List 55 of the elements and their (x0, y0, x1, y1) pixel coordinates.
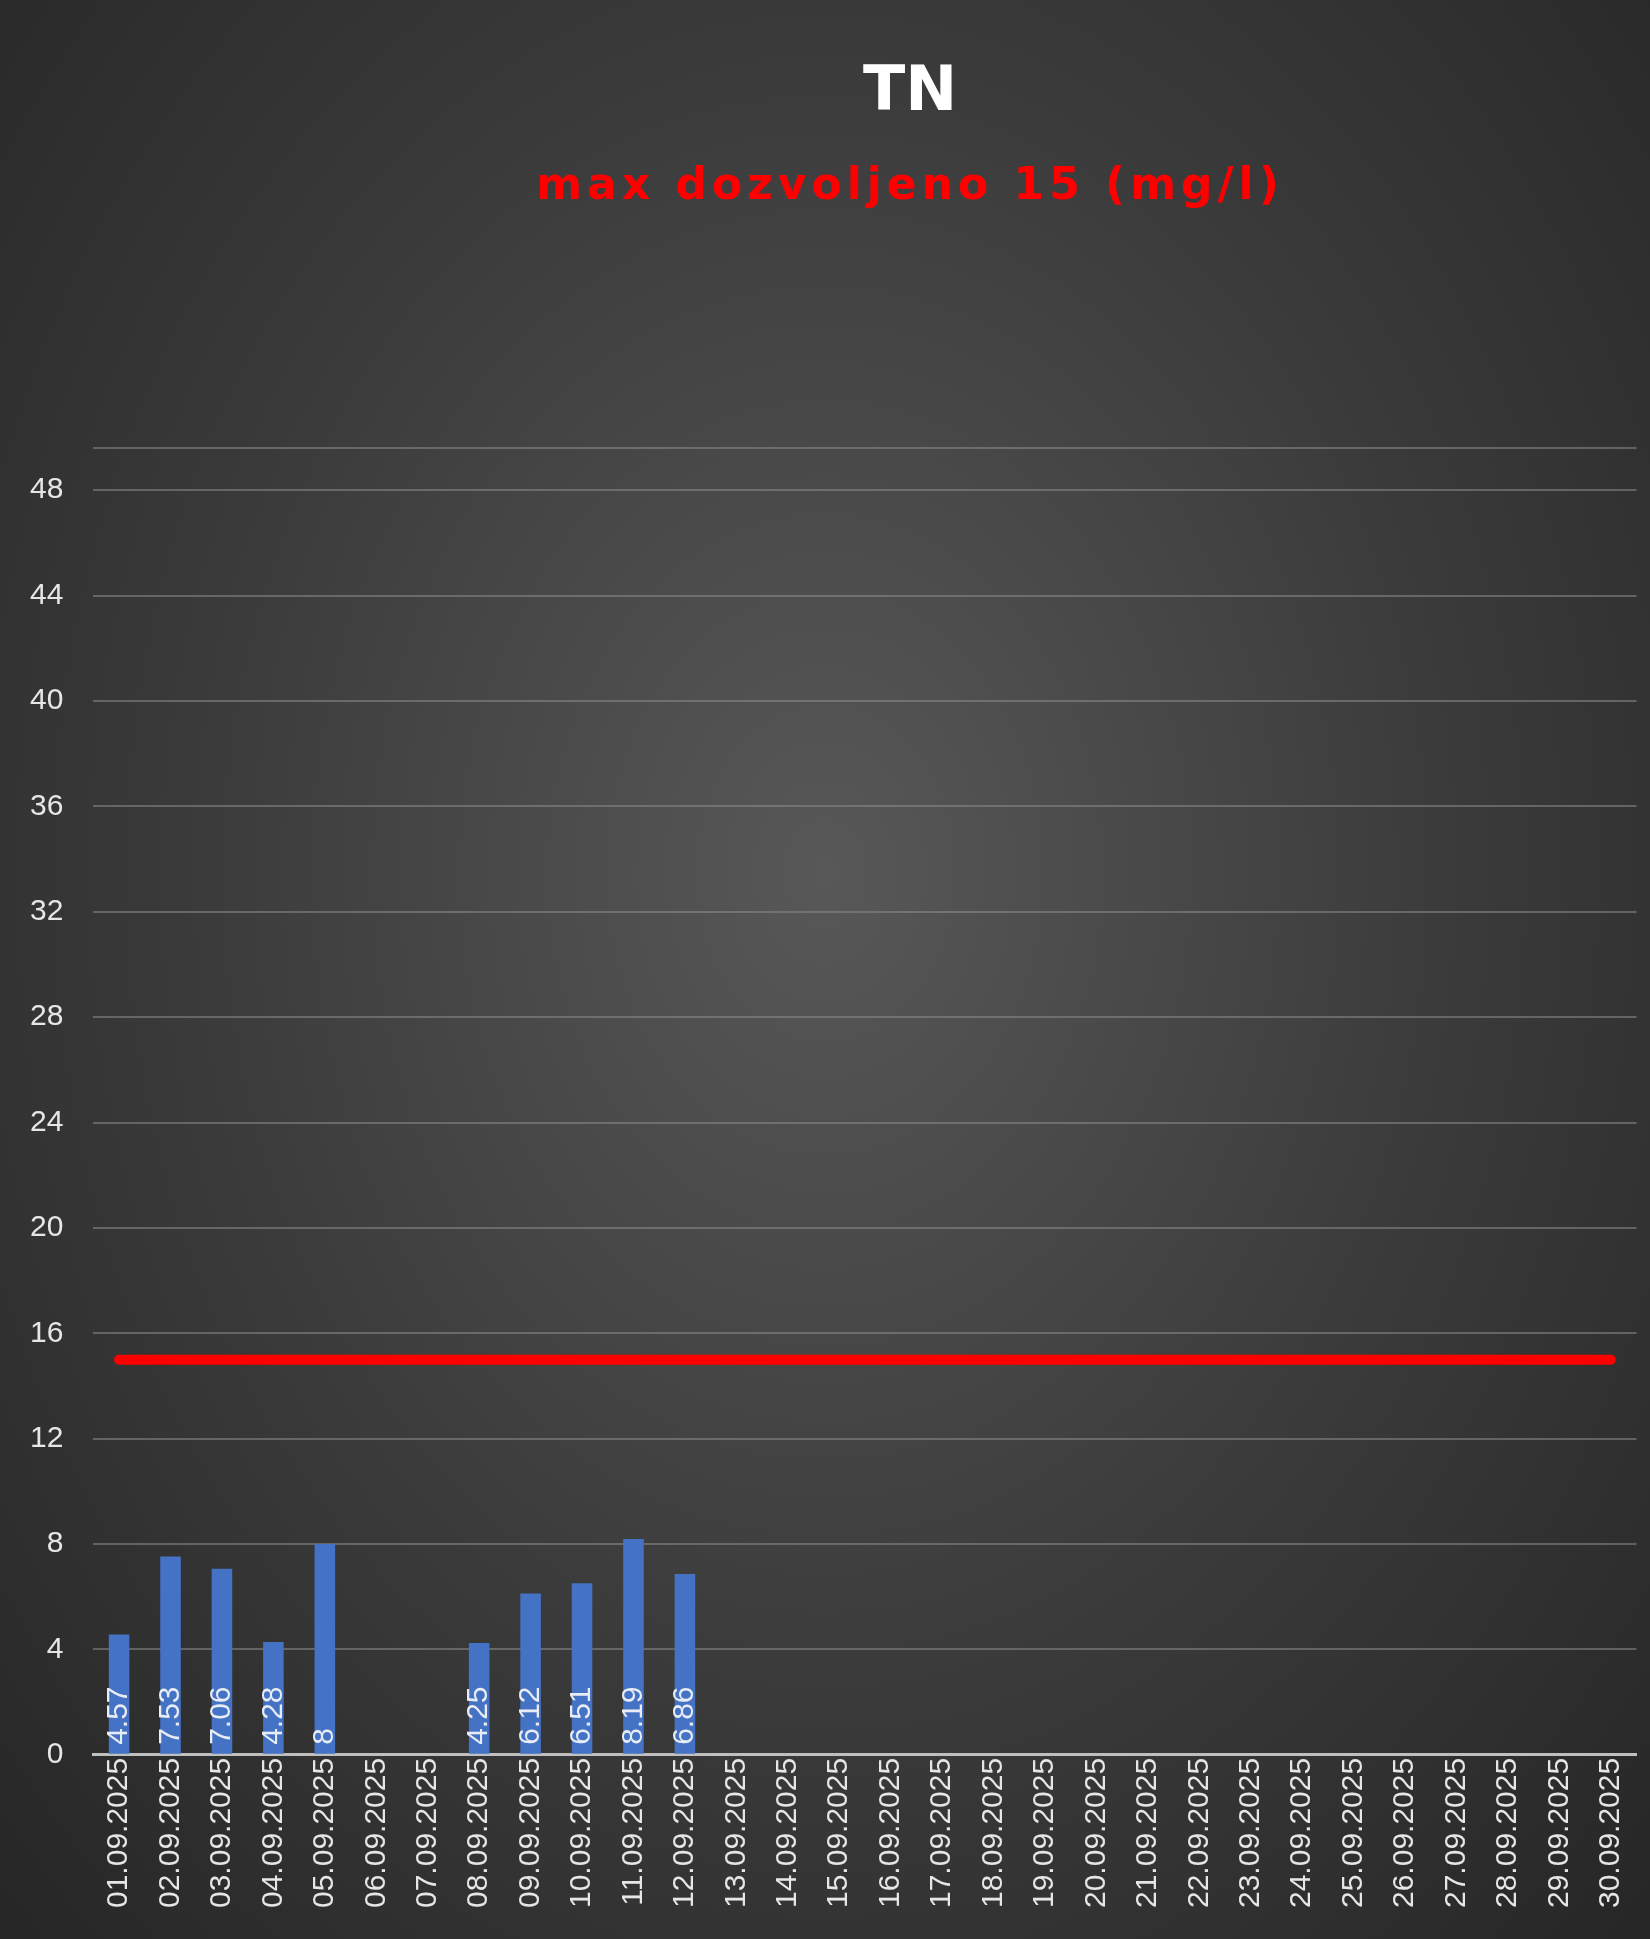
data-label: 6.51 (563, 1686, 597, 1745)
x-tick-label: 08.09.2025 (460, 1757, 494, 1909)
y-tick-label: 48 (29, 471, 64, 505)
data-label: 6.86 (666, 1686, 700, 1745)
y-tick-label: 8 (46, 1525, 64, 1559)
data-label: 8.19 (614, 1686, 648, 1745)
x-tick-label: 06.09.2025 (357, 1757, 391, 1909)
y-tick-label: 24 (29, 1103, 64, 1137)
x-tick-label: 01.09.2025 (100, 1757, 134, 1909)
x-tick-label: 09.09.2025 (511, 1757, 545, 1909)
x-tick-label: 27.09.2025 (1437, 1757, 1471, 1909)
y-tick-label: 36 (29, 787, 64, 821)
data-label: 8 (306, 1728, 340, 1745)
x-tick-label: 17.09.2025 (923, 1757, 957, 1909)
x-tick-label: 04.09.2025 (254, 1757, 288, 1909)
x-tick-label: 16.09.2025 (871, 1757, 905, 1909)
x-tick-label: 12.09.2025 (666, 1757, 700, 1909)
x-tick-label: 10.09.2025 (563, 1757, 597, 1909)
chart-title: TN (861, 52, 959, 125)
x-tick-label: 19.09.2025 (1026, 1757, 1060, 1909)
data-label: 6.12 (511, 1686, 545, 1745)
x-tick-label: 21.09.2025 (1129, 1757, 1163, 1909)
y-tick-label: 32 (29, 892, 64, 926)
x-tick-label: 15.09.2025 (820, 1757, 854, 1909)
x-tick-label: 25.09.2025 (1334, 1757, 1368, 1909)
x-tick-label: 30.09.2025 (1592, 1757, 1626, 1909)
y-tick-label: 20 (29, 1209, 64, 1243)
x-tick-label: 28.09.2025 (1489, 1757, 1523, 1909)
data-label: 4.57 (100, 1686, 134, 1745)
data-label: 4.28 (254, 1686, 288, 1745)
chart-subtitle: max dozvoljeno 15 (mg/l) (535, 158, 1285, 209)
x-tick-label: 26.09.2025 (1386, 1757, 1420, 1909)
y-tick-label: 0 (46, 1736, 64, 1770)
y-tick-label: 16 (29, 1314, 64, 1348)
x-tick-label: 11.09.2025 (614, 1757, 648, 1906)
x-tick-label: 02.09.2025 (151, 1757, 185, 1909)
x-tick-label: 07.09.2025 (408, 1757, 442, 1909)
y-tick-label: 44 (29, 576, 64, 610)
data-label: 4.25 (460, 1686, 494, 1745)
x-tick-label: 03.09.2025 (203, 1757, 237, 1909)
data-label: 7.06 (203, 1686, 237, 1745)
y-tick-label: 12 (29, 1419, 64, 1453)
x-tick-label: 18.09.2025 (974, 1757, 1008, 1909)
x-tick-label: 23.09.2025 (1232, 1757, 1265, 1909)
x-tick-label: 05.09.2025 (306, 1757, 340, 1909)
y-tick-label: 40 (29, 682, 64, 716)
x-tick-label: 14.09.2025 (769, 1757, 803, 1909)
x-tick-label: 29.09.2025 (1540, 1757, 1574, 1909)
y-tick-label: 4 (46, 1630, 64, 1664)
x-tick-label: 22.09.2025 (1180, 1757, 1214, 1909)
x-tick-label: 24.09.2025 (1283, 1757, 1317, 1909)
x-tick-label: 20.09.2025 (1077, 1757, 1111, 1909)
x-tick-label: 13.09.2025 (717, 1757, 751, 1909)
y-tick-label: 28 (29, 998, 64, 1032)
data-label: 7.53 (151, 1686, 185, 1745)
